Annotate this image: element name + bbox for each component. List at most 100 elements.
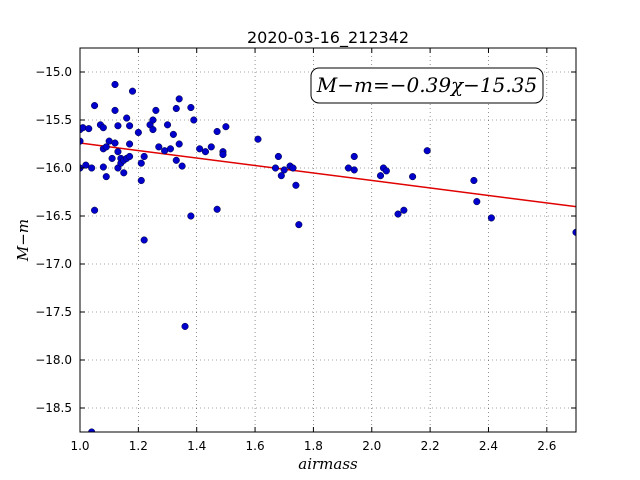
- x-tick-label: 1.4: [187, 439, 206, 453]
- data-point: [376, 172, 385, 180]
- data-point: [219, 151, 227, 159]
- data-point: [196, 145, 204, 153]
- data-point: [178, 162, 186, 170]
- data-points: [80, 80, 576, 432]
- data-point: [149, 126, 157, 134]
- data-point: [292, 181, 300, 189]
- data-point: [137, 176, 145, 185]
- fit-equation: M−m=−0.39χ−15.35: [316, 73, 537, 97]
- data-point: [85, 125, 93, 133]
- data-point: [111, 139, 119, 147]
- data-point: [473, 198, 481, 206]
- chart-title: 2020-03-16_212342: [247, 28, 409, 48]
- data-point: [114, 122, 122, 130]
- data-point: [172, 104, 180, 113]
- y-tick-label: −16.5: [35, 209, 72, 223]
- data-point: [172, 156, 180, 164]
- data-point: [350, 166, 358, 174]
- data-point: [187, 212, 195, 220]
- data-point: [108, 154, 116, 162]
- grid-lines: [79, 48, 576, 432]
- data-point: [175, 95, 183, 103]
- data-point: [350, 152, 358, 161]
- data-point: [88, 164, 96, 172]
- x-tick-label: 1.2: [129, 439, 148, 453]
- data-point: [149, 116, 157, 124]
- data-point: [91, 102, 99, 110]
- data-point: [140, 236, 148, 244]
- x-tick-labels: 1.0 1.2 1.4 1.6 1.8 2.0 2.2 2.4 2.6: [70, 439, 556, 453]
- data-point: [102, 173, 110, 181]
- data-point: [163, 121, 172, 129]
- data-point: [99, 124, 107, 132]
- y-tick-label: −16.0: [35, 161, 72, 175]
- data-point: [166, 145, 174, 153]
- data-point: [201, 148, 210, 156]
- data-point: [91, 206, 99, 214]
- data-point: [423, 147, 431, 155]
- data-point: [152, 106, 160, 114]
- data-point: [207, 143, 215, 151]
- data-point: [394, 210, 402, 218]
- y-tick-label: −17.0: [35, 257, 72, 271]
- data-point: [274, 152, 282, 161]
- data-point: [572, 228, 576, 236]
- x-tick-label: 2.6: [537, 439, 556, 453]
- data-point: [134, 128, 142, 137]
- data-point: [123, 114, 131, 122]
- data-point: [102, 143, 110, 151]
- data-point: [120, 169, 128, 177]
- y-tick-label: −17.5: [35, 305, 72, 319]
- data-point: [137, 159, 145, 167]
- x-tick-label: 1.6: [246, 439, 265, 453]
- x-tick-label: 1.0: [70, 439, 89, 453]
- y-tick-label: −18.0: [35, 353, 72, 367]
- data-point: [80, 137, 84, 145]
- data-point: [140, 152, 148, 161]
- data-point: [175, 140, 183, 148]
- data-point: [382, 167, 390, 175]
- data-point: [289, 164, 297, 172]
- data-point: [213, 127, 221, 136]
- data-point: [409, 173, 417, 181]
- x-tick-label: 1.8: [304, 439, 323, 453]
- data-point: [99, 163, 107, 171]
- data-point: [155, 143, 163, 151]
- data-point: [470, 176, 478, 185]
- data-point: [400, 206, 408, 214]
- data-point: [280, 166, 288, 174]
- data-point: [111, 106, 119, 114]
- data-point: [187, 103, 195, 112]
- data-point: [80, 124, 87, 132]
- y-axis-label: M−m: [14, 219, 32, 262]
- data-point: [88, 428, 96, 432]
- data-point: [126, 152, 134, 161]
- data-point: [190, 116, 198, 124]
- plot-frame: [79, 47, 577, 433]
- data-point: [82, 161, 90, 169]
- y-tick-labels: −15.0 −15.5 −16.0 −16.5 −17.0 −17.5 −18.0 −18.5: [35, 65, 72, 415]
- data-point: [222, 123, 230, 131]
- data-point: [181, 322, 189, 330]
- y-tick-label: −15.5: [35, 113, 72, 127]
- y-tick-label: −15.0: [35, 65, 72, 79]
- x-tick-label: 2.2: [421, 439, 440, 453]
- data-point: [111, 80, 119, 89]
- data-point: [169, 130, 177, 138]
- data-point: [213, 205, 221, 213]
- data-point: [126, 122, 134, 130]
- y-tick-label: −18.5: [35, 401, 72, 415]
- data-point: [114, 148, 122, 156]
- x-tick-label: 2.4: [479, 439, 498, 453]
- axis-ticks: [79, 48, 576, 432]
- data-point: [128, 87, 137, 95]
- data-point: [487, 214, 495, 222]
- data-point: [271, 164, 280, 172]
- x-tick-label: 2.0: [362, 439, 381, 453]
- data-point: [254, 135, 262, 143]
- data-point: [126, 140, 134, 148]
- fit-equation-box: M−m=−0.39χ−15.35: [310, 67, 544, 104]
- x-axis-label: airmass: [298, 455, 358, 473]
- data-point: [277, 172, 285, 180]
